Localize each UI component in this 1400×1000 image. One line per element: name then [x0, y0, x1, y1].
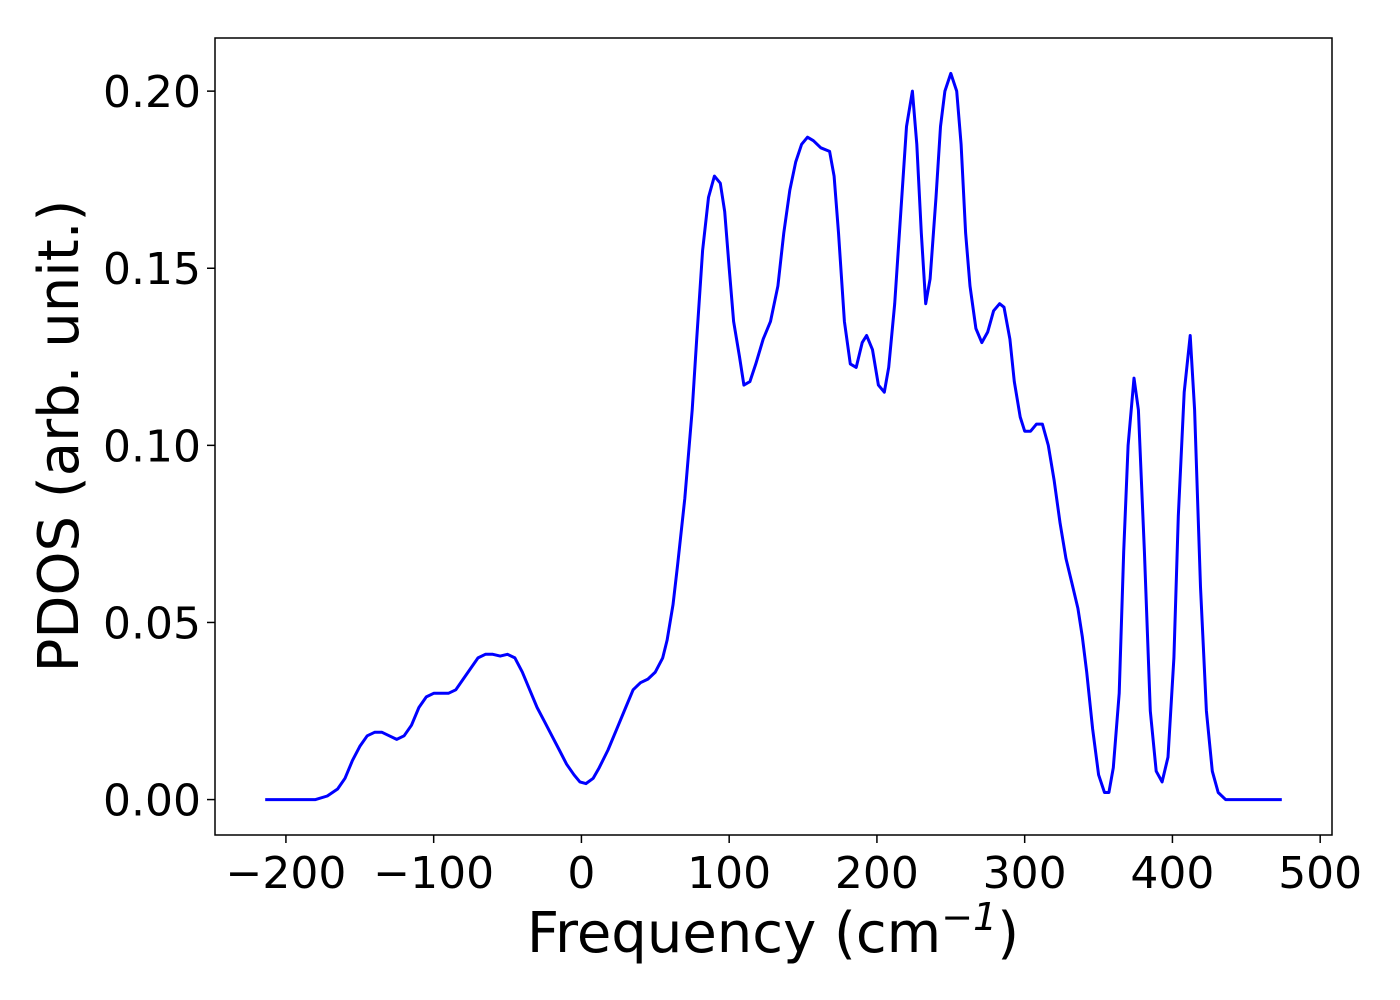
y-tick-label: 0.10: [103, 421, 201, 472]
x-tick-label: 400: [1130, 848, 1214, 899]
x-tick-label: 0: [567, 848, 595, 899]
x-axis-label: Frequency (cm−1): [527, 895, 1019, 966]
plot-frame: [214, 37, 1333, 836]
x-tick-label: 300: [983, 848, 1067, 899]
y-axis-label: PDOS (arb. unit.): [27, 200, 92, 673]
y-tick-label: 0.00: [103, 776, 201, 827]
x-axis-ticks: −200 −100 0 100 200 300 400 500: [225, 835, 1362, 899]
y-tick-label: 0.15: [103, 244, 201, 295]
y-tick-label: 0.05: [103, 598, 201, 649]
y-tick-label: 0.20: [103, 67, 201, 118]
x-tick-label: −200: [225, 848, 346, 899]
x-tick-label: 500: [1278, 848, 1362, 899]
x-tick-label: 200: [835, 848, 919, 899]
y-axis-ticks: 0.00 0.05 0.10 0.15 0.20: [103, 67, 215, 827]
x-tick-label: 100: [687, 848, 771, 899]
x-tick-label: −100: [373, 848, 494, 899]
pdos-series-line: [265, 71, 1282, 802]
